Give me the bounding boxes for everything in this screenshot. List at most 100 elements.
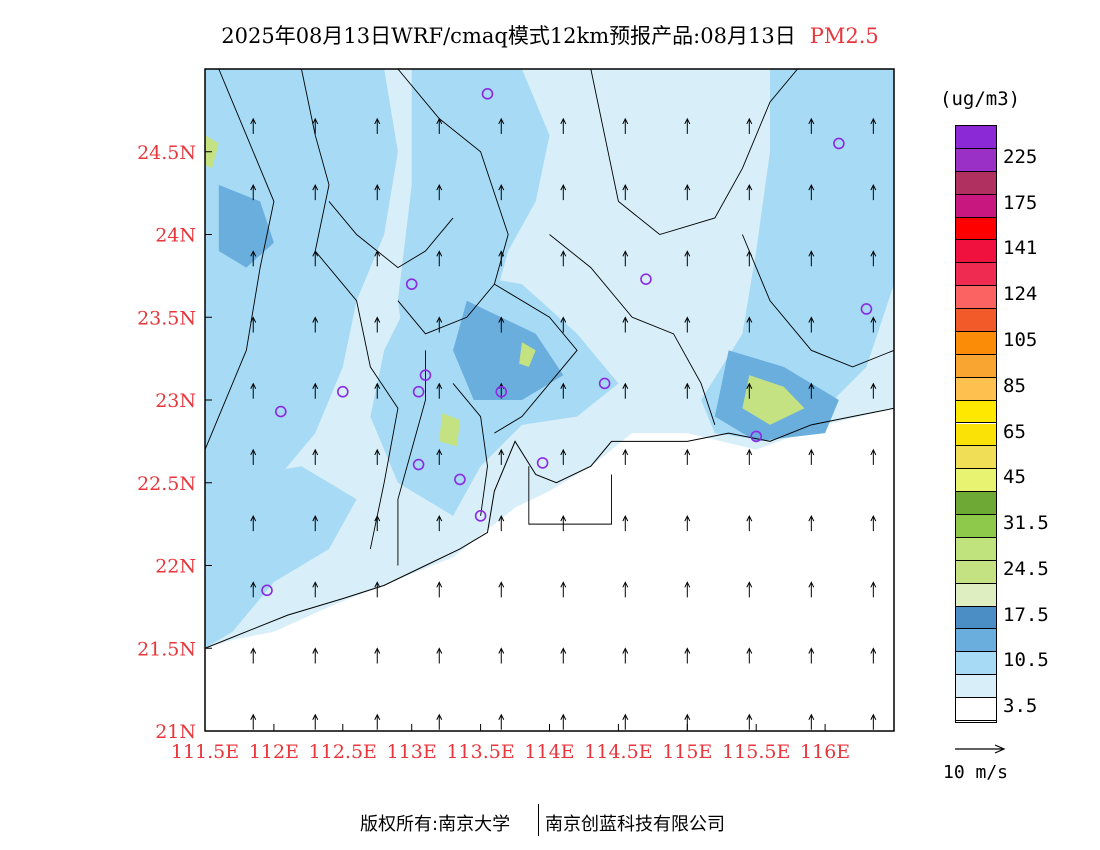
wind-arrow: [374, 250, 381, 267]
x-axis: 111.5E 112E 112.5E 113E 113.5E 114E 114.5E 115E…: [171, 724, 850, 763]
wind-arrow: [250, 184, 257, 201]
colorbar-cell: [956, 263, 996, 287]
wind-arrow: [312, 448, 319, 465]
colorbar-unit: (ug/m3): [940, 88, 1021, 110]
y-tick-label: 24.5N: [137, 142, 196, 164]
wind-arrow: [808, 713, 815, 730]
colorbar-cell: [956, 469, 996, 493]
wind-arrow: [746, 713, 753, 730]
wind-arrow: [436, 316, 443, 333]
wind-arrow: [808, 515, 815, 532]
wind-arrow: [622, 117, 629, 134]
colorbar-cell: [956, 560, 996, 584]
colorbar-cell: [956, 171, 996, 195]
coastline: [205, 407, 894, 649]
colorbar-cell: [956, 354, 996, 378]
boundary-line: [205, 69, 275, 450]
wind-arrow: [312, 713, 319, 730]
colorbar-label: 85: [1003, 374, 1026, 397]
x-tick-label: 115.5E: [722, 741, 790, 763]
colorbar-cell: [956, 400, 996, 424]
colorbar-cell: [956, 286, 996, 310]
wind-arrow: [498, 184, 505, 201]
wind-arrow: [622, 713, 629, 730]
station-marker: [274, 405, 287, 418]
wind-arrow: [498, 448, 505, 465]
wind-arrow: [312, 250, 319, 267]
station-marker: [860, 303, 873, 315]
copyright-owner: 版权所有:南京大学: [360, 814, 511, 835]
boundary-line: [301, 69, 399, 550]
wind-arrow: [684, 316, 691, 333]
wind-arrow: [498, 647, 505, 664]
x-tick-label: 112.5E: [309, 741, 377, 763]
colorbar-cell: [956, 148, 996, 172]
colorbar-cell: [956, 446, 996, 470]
wind-reference-arrow: [955, 744, 1006, 754]
colorbar-cell: [956, 606, 996, 630]
field-patch-10.5: [205, 466, 357, 649]
wind-arrow: [808, 250, 815, 267]
wind-arrow: [560, 117, 567, 134]
station-marker: [833, 137, 845, 150]
station-marker: [481, 88, 494, 100]
field-patch-10.5: [205, 69, 398, 516]
wind-arrow: [560, 448, 567, 465]
wind-arrow: [622, 382, 629, 399]
y-tick-label: 21N: [155, 721, 196, 743]
wind-arrow: [312, 117, 319, 134]
wind-arrow: [808, 448, 815, 465]
colorbar-cell: [956, 377, 996, 401]
wind-arrow: [808, 382, 815, 399]
colorbar-cell: [956, 309, 996, 332]
copyright-company: 南京创蓝科技有限公司: [545, 814, 725, 835]
colorbar-label: 45: [1003, 466, 1026, 489]
y-tick-label: 23N: [155, 390, 196, 412]
colorbar-label: 65: [1003, 420, 1026, 443]
x-tick-label: 112E: [249, 741, 299, 763]
map-title: 2025年08月13日WRF/cmaq模式12km预报产品:08月13日 PM2.…: [0, 20, 1100, 50]
wind-arrow: [560, 713, 567, 730]
wind-arrow: [498, 581, 505, 598]
colorbar-cell: [956, 331, 996, 355]
boundary-line: [397, 350, 426, 566]
station-marker: [336, 385, 349, 398]
boundary-line: [549, 234, 716, 425]
colorbar-label: 24.5: [1003, 557, 1049, 580]
x-tick-label: 116E: [800, 741, 850, 763]
wind-arrow: [746, 117, 753, 134]
station-marker: [598, 377, 611, 390]
station-marker: [412, 385, 425, 398]
wind-arrow: [560, 647, 567, 664]
wind-arrow: [436, 581, 443, 598]
colorbar-cell: [956, 675, 996, 699]
wind-arrow: [746, 581, 753, 598]
wind-arrow: [436, 448, 443, 465]
colorbar-label: 3.5: [1003, 695, 1038, 718]
wind-arrow: [312, 581, 319, 598]
wind-arrow: [436, 117, 443, 134]
x-tick-label: 114E: [524, 741, 574, 763]
wind-arrow: [498, 250, 505, 267]
wind-arrow: [374, 184, 381, 201]
colorbar-cell: [956, 652, 996, 676]
colorbar-cell: [956, 240, 996, 264]
colorbar-label: 17.5: [1003, 603, 1049, 626]
wind-arrow: [374, 382, 381, 399]
wind-arrow: [808, 184, 815, 201]
station-marker: [536, 457, 549, 469]
wind-arrow: [808, 647, 815, 664]
wind-arrow: [560, 316, 567, 333]
wind-arrow: [870, 316, 877, 333]
colorbar-cell: [956, 515, 996, 538]
field-patch-17.5: [453, 300, 564, 400]
wind-arrow: [250, 647, 257, 664]
field-patch-10.5: [701, 69, 894, 442]
wind-arrow: [746, 184, 753, 201]
x-tick-label: 113E: [387, 741, 437, 763]
wind-arrow: [870, 448, 877, 465]
wind-arrow: [684, 117, 691, 134]
colorbar-label: 225: [1003, 145, 1038, 168]
field-patch-24.5: [519, 342, 536, 367]
